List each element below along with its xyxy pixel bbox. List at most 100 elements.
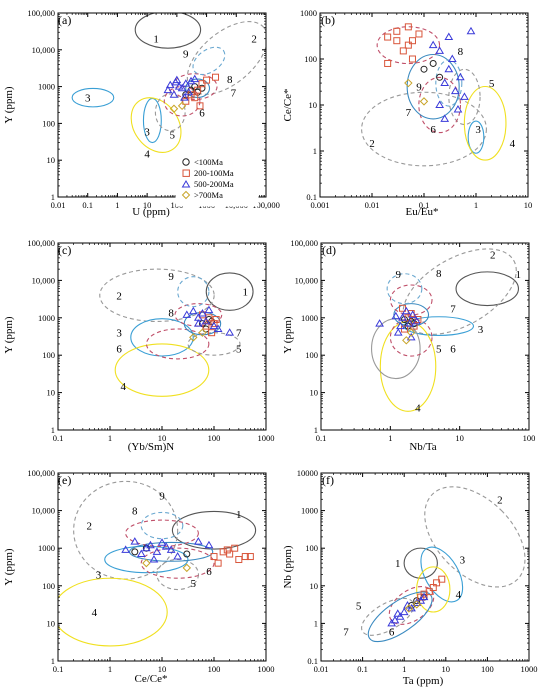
x-tick-label: 1 bbox=[474, 200, 478, 210]
point-triangle bbox=[163, 85, 173, 94]
point-square bbox=[191, 94, 199, 102]
point-square bbox=[219, 548, 227, 556]
x-tick-label: 0.001 bbox=[310, 200, 329, 210]
point-triangle bbox=[169, 90, 179, 98]
x-tick-label: 0.01 bbox=[314, 664, 329, 674]
field-5-outline bbox=[371, 318, 421, 380]
y-tick-label: 100 bbox=[42, 118, 55, 128]
legend-entry-0: <100Ma bbox=[182, 157, 223, 167]
x-tick-label: 0.1 bbox=[82, 200, 93, 210]
point-diamond bbox=[198, 328, 207, 337]
point-square bbox=[214, 559, 222, 567]
field-number-label: 1 bbox=[243, 287, 249, 299]
y-axis-label-a: Y (ppm) bbox=[3, 86, 15, 124]
field-number-label: 4 bbox=[456, 589, 462, 601]
field-number-label: 4 bbox=[121, 381, 127, 393]
field-number-label: 2 bbox=[369, 138, 375, 150]
point-triangle bbox=[209, 321, 219, 330]
field-number-label: 1 bbox=[516, 269, 522, 281]
field-number-label: 6 bbox=[450, 344, 456, 356]
field-number-label: 1 bbox=[395, 558, 401, 570]
legend-entry-3: >700Ma bbox=[181, 190, 223, 200]
data-points bbox=[375, 304, 422, 345]
x-tick-label: 10 bbox=[158, 433, 167, 443]
plot-frame bbox=[57, 242, 267, 431]
field-number-label: 6 bbox=[389, 627, 395, 639]
field-number-label: 3 bbox=[116, 328, 122, 340]
legend-marker-circle bbox=[182, 158, 190, 166]
point-triangle bbox=[408, 310, 418, 318]
point-triangle bbox=[173, 552, 183, 560]
field-number-label: 2 bbox=[490, 249, 496, 261]
field-number-label: 2 bbox=[87, 521, 93, 533]
point-triangle bbox=[405, 319, 415, 327]
y-tick-label: 100,000 bbox=[27, 468, 55, 478]
field-4-outline bbox=[58, 577, 168, 647]
y-tick-label: 10 bbox=[47, 388, 56, 398]
field-number-label: 5 bbox=[356, 600, 362, 612]
legend-entry-1: 200-100Ma bbox=[182, 168, 234, 178]
data-points bbox=[121, 537, 254, 573]
y-tick-label: 1000 bbox=[301, 506, 318, 516]
y-tick-label: 1000 bbox=[38, 543, 55, 553]
point-square bbox=[210, 320, 218, 328]
point-square bbox=[393, 27, 401, 35]
point-triangle bbox=[428, 40, 438, 49]
point-triangle bbox=[455, 72, 465, 81]
field-number-label: 9 bbox=[159, 491, 165, 503]
field-number-label: 5 bbox=[436, 344, 442, 356]
field-number-label: 4 bbox=[510, 138, 516, 150]
point-triangle bbox=[161, 542, 171, 550]
point-square bbox=[384, 59, 392, 67]
fields bbox=[361, 486, 526, 643]
point-triangle bbox=[157, 538, 167, 546]
point-triangle bbox=[419, 592, 429, 601]
point-circle bbox=[131, 548, 139, 556]
point-square bbox=[196, 102, 204, 110]
y-axis-label-e: Y (ppm) bbox=[3, 548, 15, 586]
point-triangle bbox=[398, 313, 407, 321]
field-6-outline bbox=[145, 328, 210, 360]
x-tick-label: 1 bbox=[402, 664, 406, 674]
x-axis-label-d: Nb/Ta bbox=[409, 441, 436, 453]
legend: <100Ma 200-100Ma 500-200Ma >700Ma bbox=[175, 153, 259, 207]
panel-label-f: (f) bbox=[322, 473, 334, 487]
field-labels: 2 3 4 5 6 7 8 9 bbox=[369, 46, 515, 150]
point-circle bbox=[429, 59, 437, 67]
y-axis-label-c: Y (ppm) bbox=[3, 316, 15, 354]
field-number-label: 6 bbox=[199, 107, 205, 119]
y-tick-label: 1000 bbox=[300, 8, 317, 18]
field-8-outline bbox=[171, 73, 218, 101]
field-8-outline bbox=[376, 26, 441, 65]
point-triangle bbox=[444, 64, 454, 73]
point-triangle bbox=[460, 92, 469, 100]
point-triangle bbox=[393, 609, 403, 617]
field-4-outline bbox=[463, 85, 507, 161]
field-4-outline bbox=[379, 321, 437, 412]
x-tick-label: 100 bbox=[208, 664, 221, 674]
point-square bbox=[235, 556, 243, 564]
field-4-outline bbox=[114, 343, 210, 397]
point-triangle bbox=[435, 100, 445, 108]
field-number-label: 5 bbox=[191, 578, 197, 590]
y-axis-label-f: Nb (ppm) bbox=[282, 545, 294, 588]
field-6-outline bbox=[140, 547, 215, 579]
data-points bbox=[163, 73, 220, 113]
point-square bbox=[414, 316, 422, 324]
field-number-label: 3 bbox=[96, 569, 102, 581]
field-number-label: 3 bbox=[85, 93, 91, 105]
legend-label: 200-100Ma bbox=[194, 168, 234, 178]
point-diamond bbox=[169, 104, 179, 113]
field-2-outline bbox=[186, 21, 266, 95]
point-square bbox=[438, 575, 446, 583]
point-triangle bbox=[393, 328, 403, 336]
point-triangle bbox=[149, 555, 159, 563]
field-number-label: 5 bbox=[170, 129, 176, 141]
legend-label: <100Ma bbox=[194, 157, 223, 167]
field-7-outline bbox=[129, 541, 214, 562]
point-square bbox=[404, 23, 412, 31]
